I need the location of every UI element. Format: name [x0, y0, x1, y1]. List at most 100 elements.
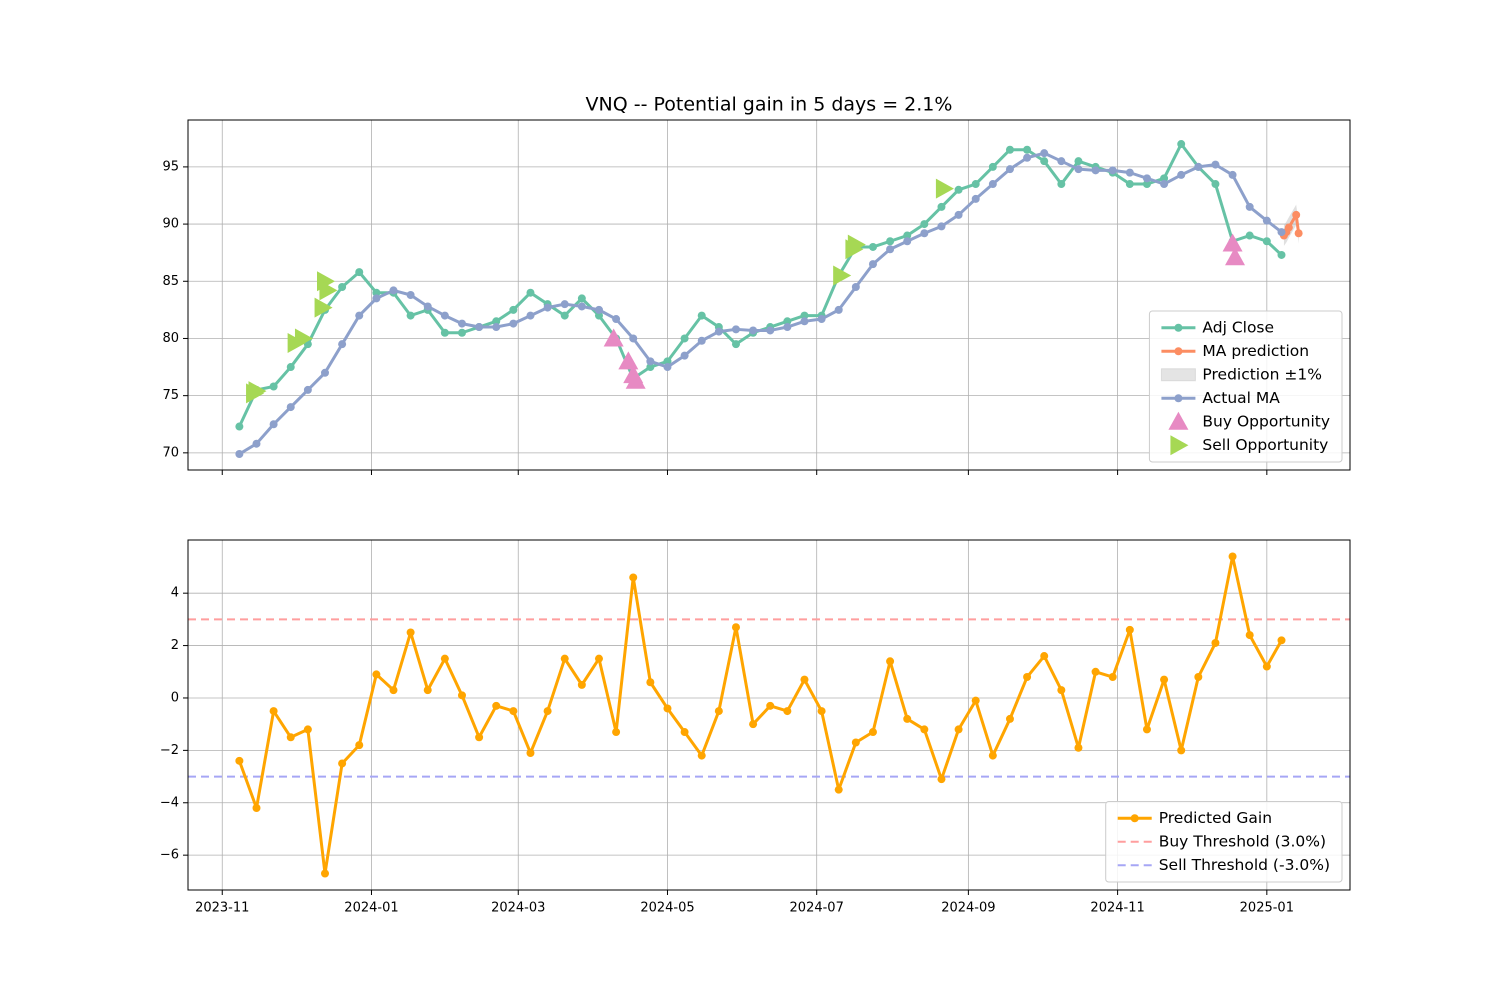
- series-point: [286, 403, 295, 412]
- series-point: [526, 311, 535, 320]
- series-point: [783, 317, 792, 326]
- series-point: [920, 229, 929, 238]
- series-point: [235, 756, 244, 765]
- legend-label: MA prediction: [1202, 342, 1309, 360]
- series-point: [868, 260, 877, 269]
- series-point: [1142, 725, 1151, 734]
- series-point: [646, 363, 655, 372]
- series-point: [1040, 157, 1049, 166]
- legend-label: Adj Close: [1202, 318, 1274, 336]
- series-point: [1057, 686, 1066, 695]
- legend-handle: [1174, 323, 1183, 332]
- series-point: [406, 291, 415, 299]
- legend: Predicted Gain Buy Threshold (3.0%) Sell T…: [1105, 801, 1343, 883]
- series-point: [1228, 170, 1237, 179]
- series-point: [1142, 174, 1151, 183]
- y-tick-label: −2: [160, 743, 179, 758]
- series-point: [783, 707, 792, 716]
- marker: [625, 370, 646, 389]
- series-point: [1177, 170, 1186, 179]
- series-point: [1284, 223, 1293, 232]
- series-point: [731, 325, 740, 334]
- series-point: [1262, 237, 1271, 246]
- marker: [314, 297, 333, 318]
- series-point: [800, 675, 809, 684]
- series-point: [903, 231, 912, 240]
- series-point: [338, 340, 347, 349]
- series-point: [937, 775, 946, 784]
- series-point: [663, 704, 672, 713]
- y-tick-label: 70: [162, 445, 179, 460]
- series-point: [954, 725, 963, 734]
- series-point: [492, 317, 501, 326]
- series-point: [629, 573, 638, 582]
- legend-handle: [1174, 347, 1183, 356]
- marker: [935, 178, 954, 199]
- series-point: [286, 363, 295, 372]
- series-point: [355, 741, 364, 750]
- series-point: [1160, 180, 1169, 189]
- series-point: [577, 302, 586, 311]
- series-point: [1125, 180, 1134, 189]
- series-point: [1277, 228, 1286, 237]
- series-point: [1194, 162, 1203, 171]
- series-point: [509, 707, 518, 716]
- series-point: [817, 707, 826, 716]
- series-point: [868, 728, 877, 737]
- series-point: [406, 628, 415, 637]
- legend-label: Predicted Gain: [1159, 809, 1272, 827]
- marker: [248, 381, 267, 402]
- x-tick-label: 2025-01: [1240, 901, 1294, 916]
- series-point: [303, 385, 312, 394]
- x-tick-label: 2024-11: [1090, 901, 1144, 916]
- axes-frame: [187, 119, 1351, 471]
- series-point: [1057, 180, 1066, 189]
- series-point: [971, 194, 980, 203]
- series-point: [680, 351, 689, 360]
- marker: [1170, 435, 1189, 456]
- series-point: [920, 220, 929, 229]
- series-point: [1074, 157, 1083, 166]
- series-point: [646, 678, 655, 687]
- series-point: [868, 242, 877, 251]
- series-point: [903, 237, 912, 246]
- series-point: [851, 738, 860, 747]
- series-point: [269, 420, 278, 429]
- series-point: [1074, 165, 1083, 174]
- series-point: [697, 336, 706, 345]
- series-point: [423, 686, 432, 695]
- series-point: [1245, 231, 1254, 240]
- series-point: [714, 707, 723, 716]
- series-point: [1160, 675, 1169, 684]
- series-point: [1057, 157, 1066, 166]
- series-point: [269, 707, 278, 716]
- series-point: [1074, 743, 1083, 752]
- series-point: [1023, 145, 1032, 154]
- marker: [603, 328, 624, 347]
- series-point: [492, 701, 501, 710]
- marker: [1168, 411, 1189, 430]
- y-tick-label: 4: [171, 586, 179, 601]
- marker: [294, 328, 313, 349]
- series-point: [1023, 673, 1032, 682]
- series-point: [937, 202, 946, 211]
- series-point: [714, 327, 723, 336]
- series-point: [680, 334, 689, 343]
- series-point: [800, 317, 809, 326]
- series-point: [646, 357, 655, 366]
- series-point: [303, 725, 312, 734]
- legend-box: [1105, 801, 1343, 883]
- series-point: [440, 311, 449, 320]
- axes-frame: [187, 539, 1351, 891]
- series-point: [440, 654, 449, 663]
- series-point: [766, 326, 775, 335]
- marker: [618, 351, 639, 370]
- series-point: [457, 319, 466, 328]
- series-point: [338, 282, 347, 291]
- series-point: [355, 311, 364, 320]
- series-point: [355, 268, 364, 277]
- series-point: [1211, 180, 1220, 189]
- legend-label: Sell Opportunity: [1202, 436, 1328, 454]
